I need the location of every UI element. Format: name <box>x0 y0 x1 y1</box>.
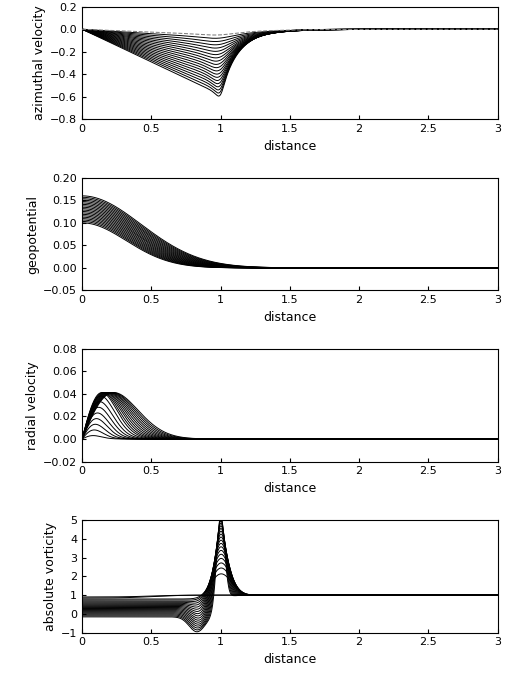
Y-axis label: absolute vorticity: absolute vorticity <box>44 522 56 631</box>
Y-axis label: geopotential: geopotential <box>26 194 39 274</box>
X-axis label: distance: distance <box>263 653 317 666</box>
X-axis label: distance: distance <box>263 482 317 495</box>
Y-axis label: azimuthal velocity: azimuthal velocity <box>33 5 46 120</box>
Y-axis label: radial velocity: radial velocity <box>26 361 39 450</box>
X-axis label: distance: distance <box>263 311 317 324</box>
X-axis label: distance: distance <box>263 140 317 153</box>
